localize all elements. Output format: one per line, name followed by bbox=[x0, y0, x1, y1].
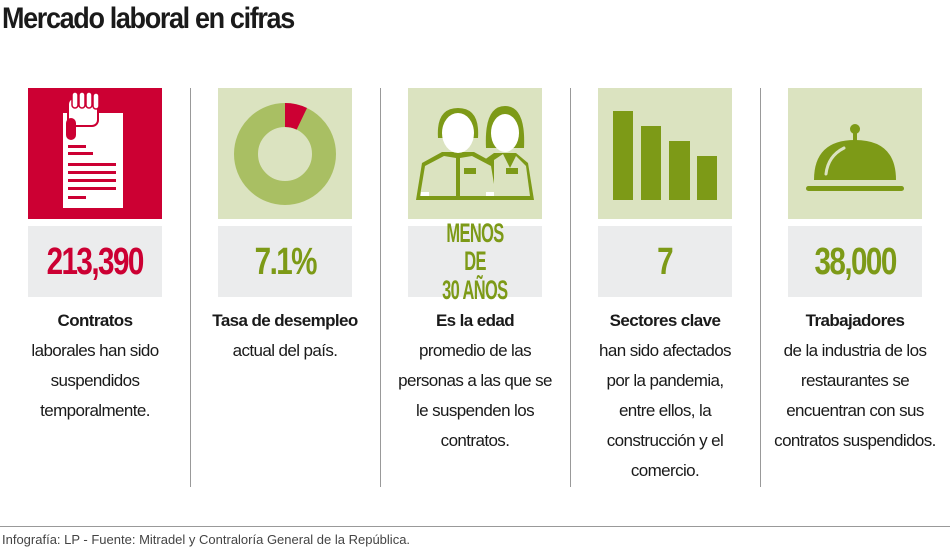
desc-line: personas a las que se bbox=[398, 371, 552, 390]
desc-line: entre ellos, la bbox=[618, 401, 712, 420]
divider bbox=[190, 88, 191, 487]
stat-value-text: 213,390 bbox=[46, 240, 145, 283]
stat-value-text: 7 bbox=[657, 240, 675, 283]
stat-unemployment: 7.1% Tasa de desempleo actual del país. bbox=[212, 88, 358, 360]
desc-line: temporalmente. bbox=[40, 401, 150, 420]
clipboard-hand-icon bbox=[28, 88, 162, 219]
stat-value: 213,390 bbox=[28, 226, 162, 297]
stat-value-text: 7.1% bbox=[254, 240, 317, 283]
desc-line: restaurantes se bbox=[800, 371, 910, 390]
donut-slice-unemployment bbox=[285, 103, 308, 130]
desc-line: contratos suspendidos. bbox=[774, 431, 936, 450]
divider bbox=[570, 88, 571, 487]
desc-line: suspendidos bbox=[50, 371, 140, 390]
stat-description: Sectores clave han sido afectados por la… bbox=[568, 306, 762, 486]
people-icon bbox=[408, 88, 542, 219]
desc-line: actual del país. bbox=[232, 341, 338, 360]
footer-credits: Infografía: LP - Fuente: Mitradel y Cont… bbox=[2, 532, 411, 547]
desc-line: de la industria de los bbox=[783, 341, 927, 360]
desc-line: encuentran con sus bbox=[786, 401, 924, 420]
stat-heading: Trabajadores bbox=[805, 311, 905, 330]
divider bbox=[760, 88, 761, 487]
desc-line: le suspenden los bbox=[416, 401, 535, 420]
page-title: Mercado laboral en cifras bbox=[2, 2, 295, 35]
stat-age: MENOS DE 30 AÑOS Es la edad promedio de l… bbox=[398, 88, 552, 450]
stat-value-text: MENOS DE 30 AÑOS bbox=[423, 219, 528, 304]
stat-value-text: 38,000 bbox=[814, 240, 897, 283]
desc-line: han sido afectados bbox=[599, 341, 732, 360]
desc-line: por la pandemia, bbox=[606, 371, 724, 390]
stat-heading: Sectores clave bbox=[609, 311, 721, 330]
desc-line: construcción y el bbox=[606, 431, 724, 450]
food-cloche-icon bbox=[788, 88, 922, 219]
stat-description: Tasa de desempleo actual del país. bbox=[188, 306, 382, 366]
desc-line: contratos. bbox=[440, 431, 510, 450]
donut-chart-icon bbox=[218, 88, 352, 219]
stat-description: Trabajadores de la industria de los rest… bbox=[758, 306, 950, 456]
stat-description: Es la edad promedio de las personas a la… bbox=[378, 306, 572, 456]
value-line: 30 AÑOS bbox=[442, 274, 508, 305]
stat-description: Contratos laborales han sido suspendidos… bbox=[0, 306, 192, 426]
footer-divider bbox=[0, 526, 950, 527]
value-line: MENOS DE bbox=[446, 217, 504, 277]
stat-sectors: 7 Sectores clave han sido afectados por … bbox=[598, 88, 732, 480]
stat-value: 7 bbox=[598, 226, 732, 297]
stat-heading: Contratos bbox=[57, 311, 133, 330]
stat-value: 7.1% bbox=[218, 226, 352, 297]
bar-chart-icon bbox=[598, 88, 732, 219]
desc-line: comercio. bbox=[630, 461, 700, 480]
stat-contracts: 213,390 Contratos laborales han sido sus… bbox=[28, 88, 162, 420]
stat-value: 38,000 bbox=[788, 226, 922, 297]
desc-line: laborales han sido bbox=[31, 341, 159, 360]
stat-heading: Tasa de desempleo bbox=[212, 311, 358, 330]
divider bbox=[380, 88, 381, 487]
desc-line: promedio de las bbox=[419, 341, 532, 360]
stat-value: MENOS DE 30 AÑOS bbox=[408, 219, 542, 304]
stat-heading: Es la edad bbox=[435, 311, 515, 330]
stat-restaurants: 38,000 Trabajadores de la industria de l… bbox=[774, 88, 936, 450]
